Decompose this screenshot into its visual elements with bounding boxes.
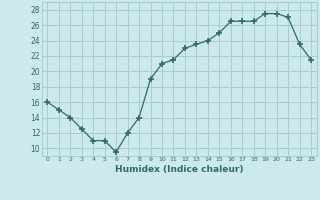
X-axis label: Humidex (Indice chaleur): Humidex (Indice chaleur) [115,165,244,174]
